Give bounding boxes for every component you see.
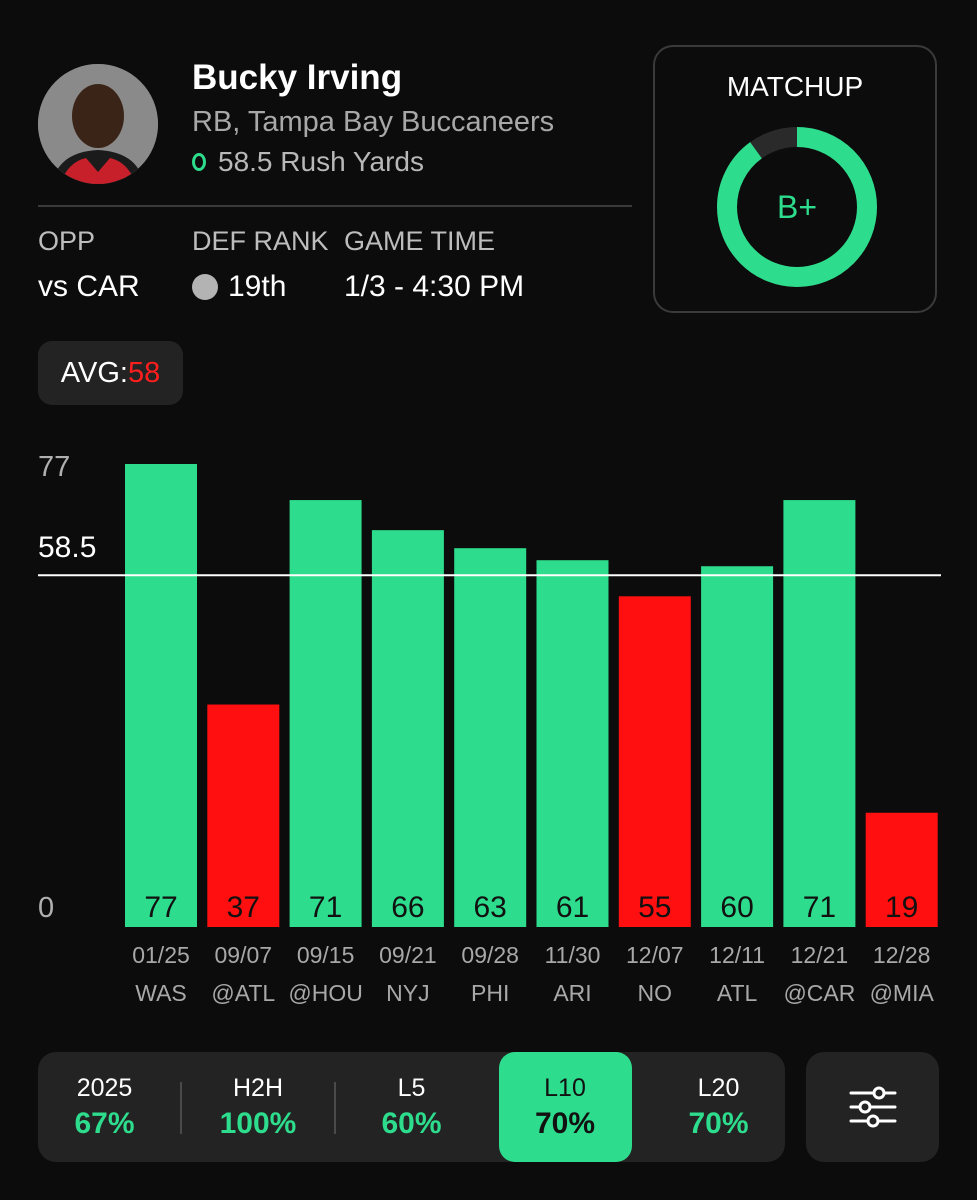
tab-hit-rate: 100% (219, 1106, 297, 1140)
bar-value-label: 37 (227, 891, 260, 924)
game-time-value: 1/3 - 4:30 PM (344, 270, 525, 303)
tab-2025[interactable]: 2025 67% (38, 1052, 171, 1162)
def-rank-value: 19th (228, 270, 287, 303)
x-tick-date: 12/07 (626, 942, 684, 968)
tab-hit-rate: 70% (534, 1106, 596, 1140)
x-tick-date: 12/21 (791, 942, 849, 968)
player-name: Bucky Irving (192, 58, 403, 97)
bar (371, 530, 444, 927)
split-tabs: 2025 67% H2H 100% L5 60% L10 70% L20 70% (38, 1052, 785, 1162)
player-position-team: RB, Tampa Bay Buccaneers (192, 106, 555, 138)
tab-separator (180, 1082, 183, 1134)
avg-label: AVG: (60, 356, 128, 389)
x-tick-opponent: NYJ (386, 980, 429, 1006)
bar-value-label: 71 (803, 891, 836, 924)
tab-separator (333, 1082, 336, 1134)
x-tick-opponent: ATL (717, 980, 758, 1006)
bar (454, 548, 527, 927)
matchup-card[interactable]: MATCHUP B+ (653, 45, 937, 313)
tab-label: 2025 (76, 1073, 133, 1102)
bar-value-label: 66 (391, 891, 424, 924)
x-tick-date: 09/15 (297, 942, 355, 968)
header-divider (38, 205, 632, 207)
tab-l10[interactable]: L10 70% (498, 1052, 632, 1162)
x-tick-opponent: @MIA (870, 980, 935, 1006)
x-tick-opponent: PHI (471, 980, 509, 1006)
avg-value: 58 (127, 356, 161, 389)
tab-label: H2H (232, 1073, 283, 1102)
bar (536, 560, 609, 927)
grade-ring-fill (717, 127, 877, 287)
opp-value: vs CAR (38, 270, 140, 303)
tab-hit-rate: 70% (688, 1106, 749, 1140)
bar-value-label: 19 (885, 891, 918, 924)
x-tick-date: 12/11 (709, 942, 765, 968)
matchup-title: MATCHUP (726, 71, 864, 102)
avatar-silhouette-icon (38, 64, 158, 184)
tab-label: L20 (697, 1073, 740, 1102)
bar (207, 704, 280, 927)
bar-value-label: 77 (144, 891, 177, 924)
bar (865, 812, 938, 927)
x-tick-opponent: @CAR (783, 980, 855, 1006)
x-tick-opponent: NO (638, 980, 673, 1006)
x-tick-date: 01/25 (132, 942, 190, 968)
game-time-label: GAME TIME (344, 226, 496, 256)
tab-h2h[interactable]: H2H 100% (192, 1052, 325, 1162)
rank-dot-icon (192, 274, 218, 300)
bar (701, 566, 774, 927)
tab-hit-rate: 60% (381, 1106, 442, 1140)
bar (125, 464, 197, 927)
tab-l20[interactable]: L20 70% (652, 1052, 785, 1162)
bar-value-label: 55 (638, 891, 671, 924)
x-tick-date: 09/28 (461, 942, 519, 968)
over-circle-icon (192, 153, 206, 171)
x-tick-date: 11/30 (545, 942, 601, 968)
bar-value-label: 61 (556, 891, 589, 924)
opp-label: OPP (38, 226, 96, 256)
player-avatar (38, 64, 158, 184)
x-tick-opponent: ARI (553, 980, 591, 1006)
matchup-grade: B+ (776, 188, 818, 225)
bar-value-label: 71 (309, 891, 342, 924)
x-tick-opponent: @HOU (288, 980, 362, 1006)
tab-l5[interactable]: L5 60% (345, 1052, 478, 1162)
x-tick-date: 09/07 (215, 942, 273, 968)
bar (289, 500, 362, 927)
bar (783, 500, 856, 927)
filter-button[interactable] (806, 1052, 939, 1162)
bar-value-label: 60 (720, 891, 753, 924)
matchup-grade-ring (717, 127, 877, 287)
x-tick-opponent: @ATL (211, 980, 275, 1006)
def-rank: 19th (192, 270, 286, 304)
tab-label: L10 (544, 1073, 586, 1102)
game-log-bar-chart: 77 58.5 0 77 01/25 WAS 37 09/07 @ATL 71 09/15 @HOU 6… (38, 451, 941, 1006)
x-tick-date: 09/21 (379, 942, 437, 968)
y-tick-label: 58.5 (38, 531, 96, 564)
def-rank-label: DEF RANK (192, 226, 329, 256)
bar (618, 596, 691, 927)
bar-value-label: 63 (474, 891, 507, 924)
prop-line: 58.5 Rush Yards (192, 146, 424, 178)
prop-text: 58.5 Rush Yards (218, 146, 424, 177)
x-tick-date: 12/28 (873, 942, 931, 968)
y-tick-label: 0 (38, 892, 54, 924)
tab-label: L5 (397, 1073, 426, 1102)
sliders-icon (849, 1086, 896, 1128)
avg-badge: AVG: 58 (38, 341, 183, 405)
tab-hit-rate: 67% (74, 1106, 135, 1140)
y-tick-label: 77 (38, 451, 70, 483)
x-tick-opponent: WAS (135, 980, 187, 1006)
